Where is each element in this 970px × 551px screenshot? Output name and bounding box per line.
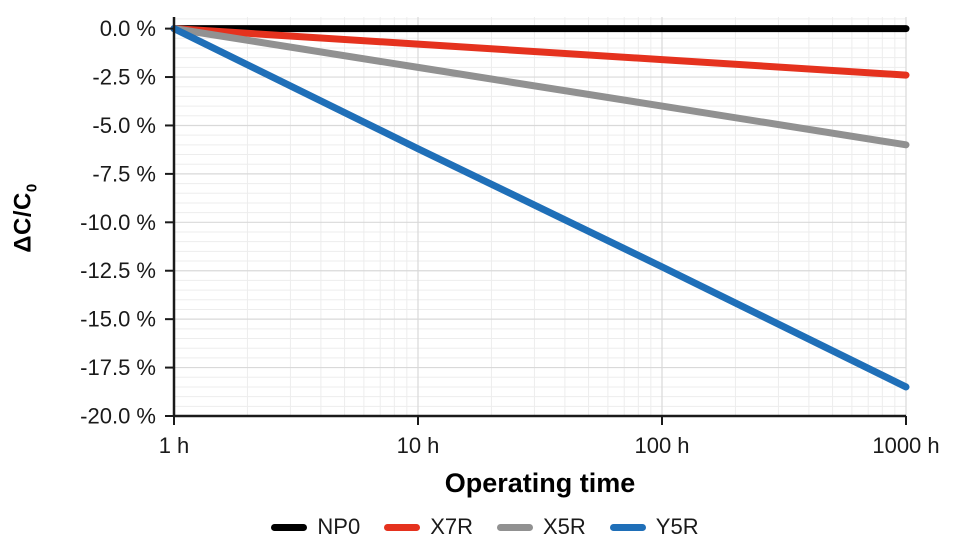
series-line-X7R [170,25,910,79]
y-tick-labels: 0.0 % -2.5 % -5.0 % -7.5 % -10.0 % -12.5 % -15… [80,16,156,428]
y-tick-label: -15.0 % [80,307,156,332]
y-tick-label: -5.0 % [92,113,156,138]
y-axis-title-subscript: 0 [23,183,41,193]
y-axis-title-text: ΔC/C [9,192,37,253]
y-tick-label: 0.0 % [100,16,156,41]
grid-major [173,17,907,417]
legend-label-Y5R: Y5R [655,514,699,539]
y-tick-label: -2.5 % [92,65,156,90]
series-line-Y5R [170,25,910,391]
legend-swatch-NP0 [271,523,308,531]
y-tick-label: -10.0 % [80,210,156,235]
legend-swatch-X5R [497,523,533,531]
x-tick-label: 10 h [397,433,440,458]
legend-item-Y5R: Y5R [609,514,699,539]
legend-item-X7R: X7R [384,516,473,538]
x-axis-title: Operating time [444,468,636,498]
legend-swatch-Y5R [609,523,646,531]
axis-ticks [165,27,907,425]
y-axis-title: ΔC/C0 [10,183,41,252]
y-tick-label: -17.5 % [80,355,156,380]
legend-label-X7R: X7R [430,514,473,539]
x-tick-labels: 1 h 10 h 100 h 1000 h [159,433,940,458]
y-tick-label: -12.5 % [80,258,156,283]
series-line-X5R [170,25,910,149]
legend-swatch-X7R [384,523,421,531]
legend-item-NP0: NP0 [271,516,360,538]
x-tick-label: 100 h [634,433,689,458]
legend-item-X5R: X5R [497,516,586,538]
axis-spines [172,17,906,418]
legend-label-X5R: X5R [543,514,586,539]
x-tick-label: 1 h [159,433,190,458]
y-tick-label: -7.5 % [92,161,156,186]
legend: NP0 X7R X5R Y5R [0,511,970,543]
series-lines [170,25,910,391]
x-tick-label: 1000 h [872,433,939,458]
y-tick-label: -20.0 % [80,404,156,429]
legend-label-NP0: NP0 [317,514,361,539]
